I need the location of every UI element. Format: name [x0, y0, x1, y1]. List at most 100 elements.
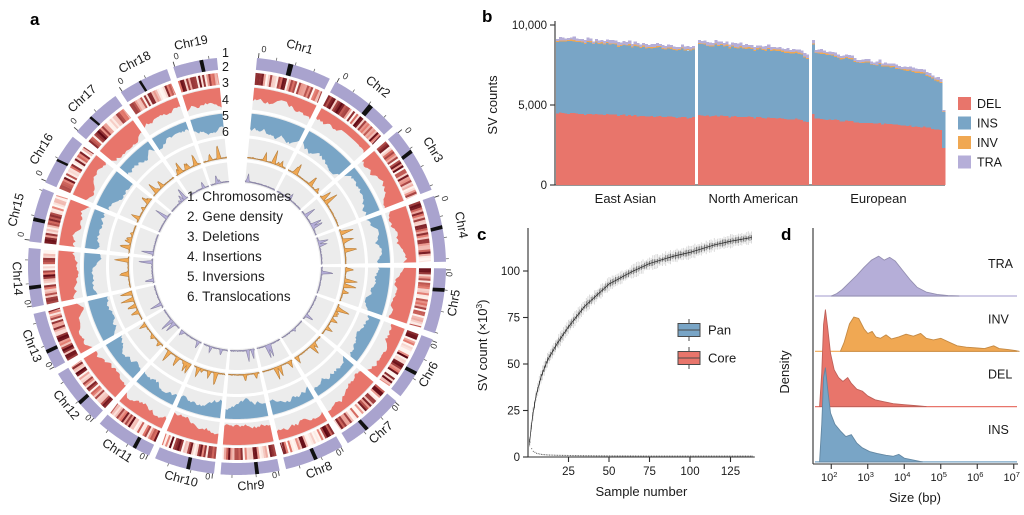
svg-text:106: 106	[967, 470, 983, 484]
c-axes: 0 25 50 75 100 25 50 75 100 125	[501, 228, 755, 478]
d-row-ins: INS	[815, 367, 1017, 463]
chromosome-chr5: 0 Chr5	[315, 266, 463, 334]
svg-text:0: 0	[334, 447, 343, 458]
svg-text:Pan: Pan	[708, 323, 731, 338]
svg-text:50: 50	[603, 466, 616, 478]
svg-text:Chr14: Chr14	[9, 261, 25, 296]
legend-line-insertions: 4. Insertions	[187, 249, 262, 264]
b-ylabel: SV counts	[485, 75, 500, 135]
svg-text:1: 1	[222, 46, 229, 60]
svg-text:0: 0	[16, 231, 27, 237]
svg-text:0: 0	[444, 272, 454, 277]
b-group-2	[811, 40, 946, 185]
svg-text:Chr2: Chr2	[363, 73, 393, 101]
svg-text:INV: INV	[977, 136, 999, 150]
svg-text:0: 0	[341, 71, 350, 82]
legend-line-deletions: 3. Deletions	[187, 229, 260, 244]
svg-text:0: 0	[43, 360, 54, 369]
c-ylabel: SV count (×103)	[474, 299, 490, 391]
svg-text:Chr5: Chr5	[445, 288, 463, 317]
b-group-label-2: European	[850, 191, 906, 206]
svg-text:75: 75	[643, 466, 656, 478]
chromosome-chr15: 0 Chr15	[5, 188, 160, 257]
svg-text:2: 2	[222, 60, 229, 74]
d-ylabel: Density	[777, 350, 792, 394]
panel-d-label: d	[781, 225, 792, 244]
svg-text:Chr19: Chr19	[173, 32, 209, 53]
svg-text:Chr17: Chr17	[65, 82, 100, 115]
d-row-inv: INV	[815, 312, 1020, 352]
c-legend: Pan Core	[677, 319, 736, 369]
legend-line-chromosomes: 1. Chromosomes	[187, 189, 292, 204]
size-density-ridgeline: 102 103 104 105 106 107 Size (bp) Density TRA INV…	[777, 228, 1020, 505]
svg-text:Chr16: Chr16	[27, 131, 57, 167]
svg-text:100: 100	[501, 266, 520, 278]
svg-text:102: 102	[821, 470, 837, 484]
svg-text:107: 107	[1004, 470, 1020, 484]
b-group-label-1: North American	[708, 191, 798, 206]
sv-counts-bar-chart: 0 5,000 10,000 SV counts East Asian North Ame…	[485, 20, 1003, 206]
svg-text:75: 75	[507, 313, 520, 325]
svg-text:6: 6	[222, 125, 229, 139]
svg-text:104: 104	[894, 470, 910, 484]
b-group-label-0: East Asian	[595, 191, 656, 206]
svg-text:0: 0	[138, 451, 147, 462]
svg-text:0: 0	[403, 125, 414, 135]
svg-text:0: 0	[205, 471, 211, 482]
svg-text:50: 50	[507, 359, 520, 371]
svg-text:5: 5	[222, 109, 229, 123]
svg-text:0: 0	[22, 299, 33, 306]
chromosome-chr10: 0 Chr10	[155, 342, 229, 490]
b-legend: DEL INS INV TRA	[958, 97, 1003, 170]
chromosome-chr14: 0 Chr14	[9, 248, 156, 308]
svg-text:Chr9: Chr9	[237, 478, 265, 494]
svg-text:0: 0	[428, 342, 439, 350]
b-group-1	[697, 40, 810, 185]
legend-line-gene-density: 2. Gene density	[187, 209, 284, 224]
chromosome-chr2: 0 Chr2	[276, 71, 393, 211]
svg-text:0: 0	[261, 44, 267, 55]
svg-text:TRA: TRA	[988, 257, 1014, 271]
svg-text:0: 0	[439, 195, 450, 203]
b-group-0	[556, 36, 696, 185]
c-pan-series	[529, 231, 753, 448]
svg-text:Core: Core	[708, 351, 736, 366]
svg-text:Chr15: Chr15	[5, 192, 27, 228]
svg-text:3: 3	[222, 76, 229, 90]
legend-line-inversions: 5. Inversions	[187, 269, 265, 284]
svg-text:5,000: 5,000	[518, 100, 547, 112]
svg-text:0: 0	[83, 412, 94, 423]
d-xlabel: Size (bp)	[889, 490, 941, 505]
svg-text:10,000: 10,000	[512, 20, 547, 32]
circos-track-legend: 1. Chromosomes 2. Gene density 3. Deleti…	[187, 187, 291, 307]
svg-text:INS: INS	[988, 423, 1009, 437]
svg-text:4: 4	[222, 93, 229, 107]
d-row-del: DEL	[815, 309, 1017, 408]
svg-text:25: 25	[562, 466, 575, 478]
d-row-tra: TRA	[815, 255, 1017, 297]
svg-text:Chr4: Chr4	[452, 210, 471, 239]
circos-plot: 0 Chr10 Chr20Chr30Chr40Chr50Chr60Chr70Chr8…	[5, 32, 471, 494]
panel-c-label: c	[477, 225, 487, 244]
svg-text:INV: INV	[988, 312, 1010, 326]
panel-a-label: a	[30, 10, 40, 29]
saturation-curve-chart: 0 25 50 75 100 25 50 75 100 125 Sample number SV co…	[474, 228, 755, 499]
svg-text:0: 0	[514, 452, 520, 464]
svg-text:0: 0	[541, 180, 547, 192]
chromosome-chr3: 0 Chr3	[300, 125, 446, 236]
svg-text:25: 25	[507, 406, 520, 418]
svg-text:INS: INS	[977, 117, 998, 131]
svg-text:DEL: DEL	[988, 368, 1012, 382]
c-xlabel: Sample number	[596, 484, 688, 499]
circos-track-numbers: 12 3 4 5 6	[222, 46, 229, 139]
legend-line-translocations: 6. Translocations	[187, 289, 291, 304]
svg-text:Chr18: Chr18	[116, 48, 153, 76]
panel-b-label: b	[482, 7, 493, 26]
